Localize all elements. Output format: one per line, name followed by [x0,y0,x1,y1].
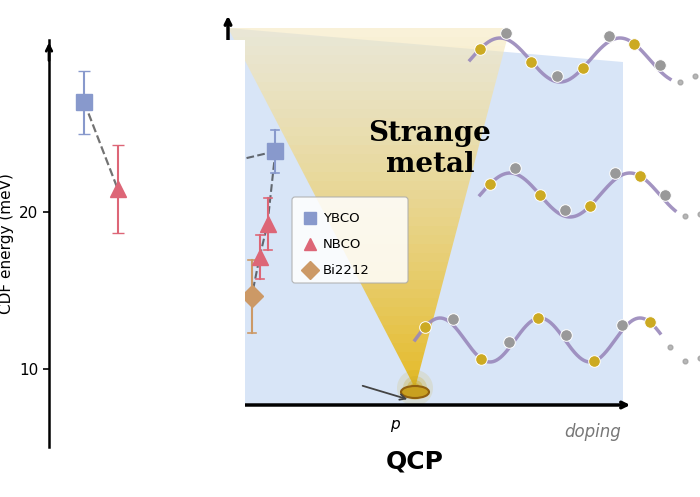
Polygon shape [246,64,500,73]
Polygon shape [289,145,479,154]
Polygon shape [274,118,486,127]
Point [616,321,627,329]
Point [680,357,691,365]
Polygon shape [377,316,434,325]
Polygon shape [326,217,460,226]
Point [510,164,521,172]
Point [659,191,671,199]
Point [475,45,486,53]
Point [526,58,537,66]
Polygon shape [237,46,505,55]
Circle shape [407,380,423,396]
Y-axis label: CDF energy (meV): CDF energy (meV) [0,173,14,314]
Point [588,357,599,365]
Polygon shape [228,28,623,405]
Point [560,331,571,339]
Polygon shape [279,127,484,136]
Polygon shape [387,334,429,343]
Polygon shape [382,325,432,334]
Point [645,318,656,326]
Text: doping: doping [565,423,622,441]
Polygon shape [284,136,482,145]
Text: Strange
metal: Strange metal [369,120,491,178]
Text: p: p [390,417,400,432]
Polygon shape [232,37,508,46]
Polygon shape [354,271,446,280]
Point [484,180,496,188]
Polygon shape [260,91,493,100]
Circle shape [403,376,427,400]
Polygon shape [265,100,491,109]
Polygon shape [396,352,424,361]
Text: QCP: QCP [386,450,444,474]
Circle shape [397,370,433,406]
Text: YBCO: YBCO [323,212,360,225]
Point [694,354,700,362]
Point [664,343,676,351]
Polygon shape [373,307,436,316]
Text: NBCO: NBCO [323,238,361,250]
Point [504,337,515,345]
Polygon shape [345,253,451,262]
Point [534,191,545,199]
Point [680,212,691,220]
Point [629,40,640,48]
Point [674,78,685,86]
Point [603,32,614,40]
Polygon shape [256,82,496,91]
Point [578,64,589,72]
Polygon shape [401,361,422,370]
Point [532,314,543,322]
Point [559,206,570,214]
Text: Bi2212: Bi2212 [323,263,370,276]
Point [476,355,487,363]
Point [584,202,596,210]
Polygon shape [391,343,427,352]
Polygon shape [251,73,498,82]
Point [552,72,563,80]
Polygon shape [293,154,477,163]
Point [610,169,621,177]
Point [694,210,700,218]
Circle shape [410,383,420,393]
Polygon shape [406,370,420,379]
Polygon shape [363,289,441,298]
Text: 0.19: 0.19 [215,417,246,431]
Text: temperature: temperature [202,164,220,269]
Polygon shape [317,199,465,208]
Polygon shape [242,55,503,64]
Ellipse shape [401,386,429,398]
Polygon shape [312,190,468,199]
Polygon shape [349,262,448,271]
Point [500,29,511,37]
Polygon shape [335,235,456,244]
Polygon shape [298,163,475,172]
Point [447,315,458,323]
Polygon shape [368,298,439,307]
Polygon shape [340,244,453,253]
Point [634,172,645,180]
Point [690,72,700,80]
Polygon shape [270,109,489,118]
Polygon shape [303,172,472,181]
Polygon shape [410,379,417,388]
Polygon shape [228,28,510,37]
FancyBboxPatch shape [292,197,408,283]
Point [654,61,666,69]
Polygon shape [331,226,458,235]
Polygon shape [359,280,444,289]
Polygon shape [307,181,470,190]
Polygon shape [321,208,463,217]
Point [419,323,430,331]
